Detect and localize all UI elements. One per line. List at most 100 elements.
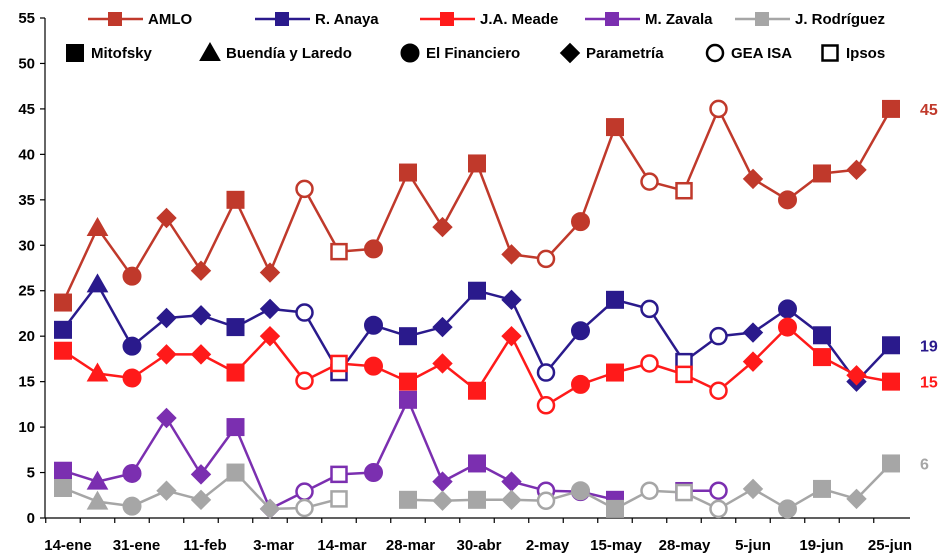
legend-label: J. Rodríguez	[795, 11, 885, 28]
legend-pollster-label: El Financiero	[426, 45, 520, 62]
legend-pollster-icon	[705, 43, 725, 63]
y-tick-label: 15	[18, 374, 35, 391]
legend-marker	[440, 12, 454, 26]
data-point-j-rodr-guez	[156, 480, 177, 501]
data-point-m-zavala	[399, 390, 417, 409]
data-point-j-a-meade	[778, 317, 797, 337]
y-tick-label: 30	[18, 237, 35, 254]
data-point-amlo	[640, 172, 659, 191]
data-point-m-zavala	[295, 482, 314, 501]
y-tick-label: 25	[18, 283, 35, 300]
data-point-j-rodr-guez	[226, 463, 245, 482]
x-tick-label: 5-jun	[735, 537, 771, 554]
data-point-amlo	[846, 159, 867, 181]
legend-pollster-label: Mitofsky	[91, 45, 153, 62]
legend-pollster-icon	[199, 41, 221, 61]
data-point-r-anaya	[571, 321, 590, 341]
data-point-m-zavala	[501, 471, 522, 492]
legend-marker	[755, 12, 769, 26]
legend-label: R. Anaya	[315, 11, 379, 28]
data-point-j-a-meade	[54, 341, 72, 360]
legend-pollster-label: GEA ISA	[731, 45, 792, 62]
data-point-j-rodr-guez	[190, 489, 212, 511]
data-point-m-zavala	[156, 407, 177, 429]
data-point-j-a-meade	[709, 381, 728, 400]
data-point-j-a-meade	[122, 368, 142, 388]
data-point-r-anaya	[536, 363, 556, 382]
data-point-amlo	[330, 242, 348, 261]
data-point-r-anaya	[709, 326, 728, 346]
x-tick-label: 2-may	[526, 537, 570, 554]
x-tick-label: 14-mar	[317, 537, 366, 554]
data-point-r-anaya	[468, 281, 486, 300]
data-point-j-a-meade	[330, 354, 348, 373]
x-tick-label: 31-ene	[113, 537, 161, 554]
data-point-amlo	[432, 216, 453, 238]
data-point-j-rodr-guez	[606, 499, 624, 518]
data-point-j-rodr-guez	[778, 499, 797, 519]
data-point-j-a-meade	[432, 353, 453, 374]
data-point-amlo	[364, 239, 383, 259]
data-point-amlo	[295, 179, 314, 199]
data-point-m-zavala	[226, 418, 245, 437]
data-point-r-anaya	[54, 320, 72, 339]
data-point-j-rodr-guez	[295, 498, 314, 518]
data-point-m-zavala	[364, 463, 383, 483]
y-tick-label: 45	[18, 101, 35, 118]
data-point-r-anaya	[364, 315, 383, 335]
legend-marker	[108, 12, 122, 26]
legend-pollster-icon	[559, 42, 581, 64]
y-tick-label: 5	[27, 465, 35, 482]
data-point-amlo	[571, 212, 590, 232]
data-point-j-rodr-guez	[399, 490, 417, 509]
data-point-j-a-meade	[259, 325, 281, 347]
data-point-amlo	[501, 244, 522, 265]
data-point-r-anaya	[606, 290, 624, 309]
data-point-amlo	[86, 216, 109, 236]
data-point-amlo	[606, 118, 624, 137]
legend-pollster-icon	[66, 44, 84, 62]
series-line-amlo	[61, 107, 893, 304]
y-tick-label: 40	[18, 146, 35, 163]
data-point-j-a-meade	[675, 365, 693, 384]
data-point-j-a-meade	[295, 371, 314, 390]
data-point-j-rodr-guez	[813, 479, 831, 498]
data-point-r-anaya	[432, 316, 453, 338]
data-point-r-anaya	[778, 299, 797, 319]
legend-pollster-icon	[821, 44, 839, 62]
data-point-amlo	[226, 190, 245, 209]
data-point-m-zavala	[54, 461, 72, 480]
data-point-amlo	[259, 262, 281, 283]
data-point-j-rodr-guez	[432, 490, 453, 511]
legend-pollster-label: Buendía y Laredo	[226, 45, 352, 62]
data-point-j-a-meade	[226, 363, 245, 382]
data-point-j-rodr-guez	[330, 490, 348, 508]
x-tick-label: 28-may	[659, 537, 711, 554]
end-label: 6	[920, 456, 929, 473]
data-point-j-a-meade	[364, 356, 383, 376]
data-point-r-anaya	[156, 307, 177, 329]
data-point-j-a-meade	[571, 374, 590, 394]
y-tick-label: 0	[27, 510, 35, 527]
data-point-j-a-meade	[742, 351, 764, 372]
data-point-r-anaya	[501, 289, 522, 311]
data-point-j-rodr-guez	[571, 481, 590, 501]
data-point-r-anaya	[640, 299, 659, 319]
data-point-amlo	[468, 154, 486, 173]
data-point-amlo	[778, 190, 797, 210]
legend-label: AMLO	[148, 11, 192, 28]
data-point-j-rodr-guez	[468, 490, 486, 509]
data-point-j-rodr-guez	[122, 496, 142, 516]
data-point-r-anaya	[813, 326, 831, 345]
data-point-amlo	[122, 266, 142, 286]
data-point-amlo	[813, 164, 831, 183]
x-tick-label: 30-abr	[456, 537, 501, 554]
data-point-j-rodr-guez	[846, 488, 867, 510]
y-tick-label: 10	[18, 419, 35, 436]
data-point-r-anaya	[190, 305, 212, 326]
legend-pollster-icon	[400, 43, 420, 63]
data-point-r-anaya	[122, 336, 142, 356]
data-point-m-zavala	[190, 464, 212, 485]
data-point-j-a-meade	[606, 363, 624, 382]
